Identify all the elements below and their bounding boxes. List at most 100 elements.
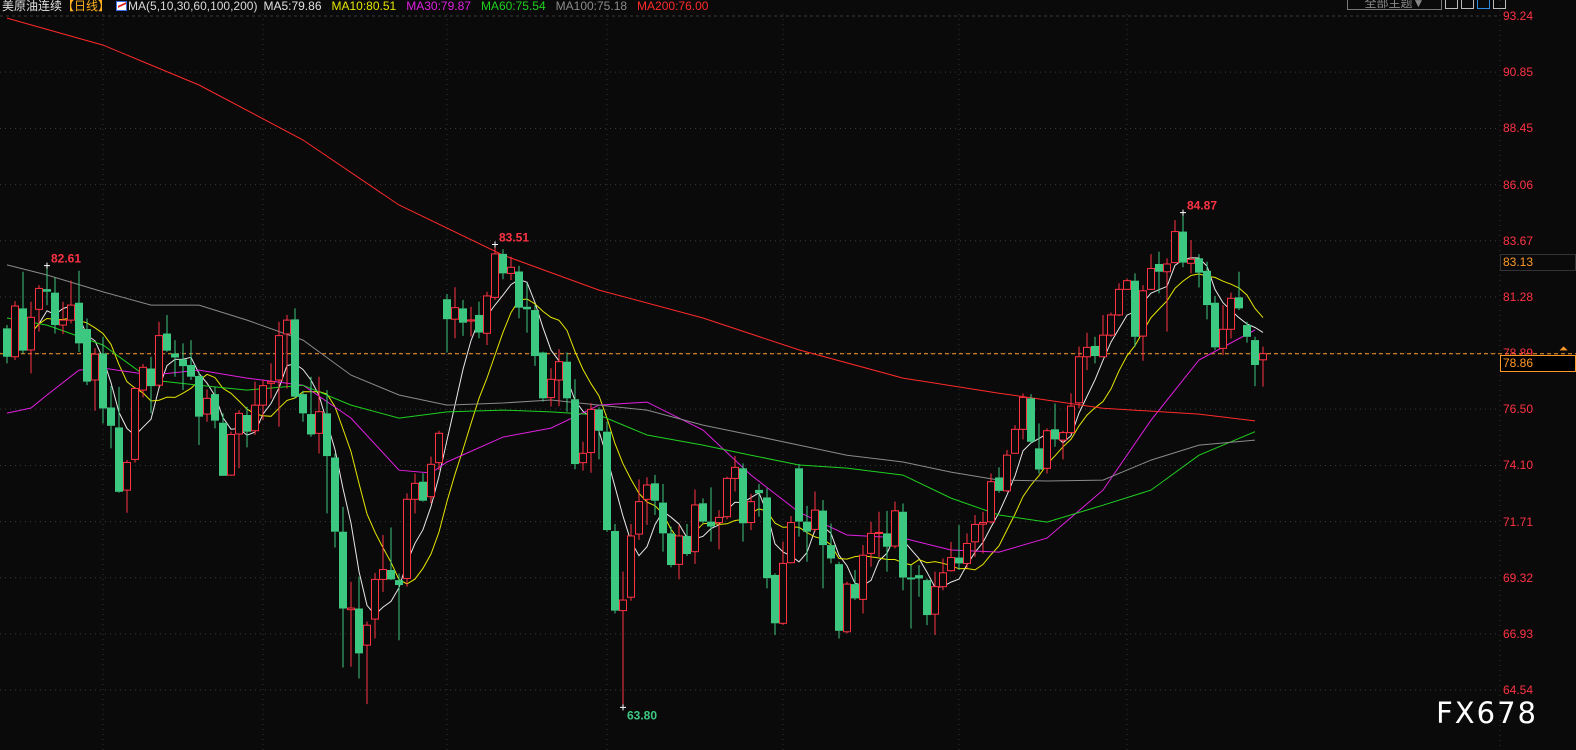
candle-body	[395, 580, 403, 586]
candle-body	[811, 509, 819, 530]
candle-body	[851, 584, 859, 599]
candle-body	[459, 308, 467, 323]
candle-up	[1115, 283, 1123, 317]
candle-body	[315, 411, 323, 434]
candle-body	[171, 353, 179, 358]
candle-body	[411, 482, 419, 500]
ma-legend-item: MA200:76.00	[637, 0, 709, 13]
theme-select-button[interactable]: 全部主题▼	[1347, 0, 1442, 10]
candle-body	[787, 522, 795, 564]
candle-body	[275, 335, 283, 381]
candle-up	[27, 301, 35, 374]
indicator-name[interactable]: MA(5,10,30,60,100,200)	[128, 0, 258, 13]
zoom-fit-icon[interactable]	[1461, 0, 1474, 9]
crosshair-icon[interactable]	[1445, 0, 1458, 9]
period-label[interactable]: 【日线】	[62, 0, 111, 13]
candle-up	[1067, 393, 1075, 435]
candle-down	[1027, 394, 1035, 444]
candle-down	[1195, 254, 1203, 288]
candle-body	[771, 574, 779, 624]
candle-down	[395, 573, 403, 641]
candle-body	[603, 431, 611, 531]
candle-body	[731, 466, 739, 479]
y-tick-label: 83.67	[1503, 233, 1534, 248]
candle-body	[219, 422, 227, 476]
candle-body	[539, 352, 547, 399]
indicator-icon[interactable]	[116, 1, 128, 11]
candle-body	[1187, 258, 1195, 264]
candle-down	[219, 413, 227, 477]
candle-up	[139, 364, 147, 398]
candle-body	[107, 407, 115, 426]
candle-body	[1091, 345, 1099, 357]
candle-up	[1163, 258, 1171, 332]
candle-body	[1003, 454, 1011, 492]
candle-body	[19, 308, 27, 351]
candle-body	[67, 304, 75, 321]
instrument-name: 美原油连续	[2, 0, 63, 13]
candle-down	[707, 487, 715, 542]
candle-body	[475, 314, 483, 333]
candle-down	[291, 308, 299, 399]
candle-up	[579, 441, 587, 471]
candle-up	[451, 287, 459, 339]
candle-up	[619, 571, 627, 708]
scroll-to-latest-icon[interactable]: ⏶	[1559, 343, 1568, 355]
y-tick-label: 64.54	[1503, 683, 1534, 697]
candle-body	[83, 329, 91, 382]
draw-tool-icon[interactable]	[1477, 0, 1490, 9]
candle-down	[827, 523, 835, 564]
extreme-marker	[492, 241, 498, 248]
candle-up	[203, 389, 211, 422]
candle-body	[995, 477, 1003, 491]
y-tick-label: 93.24	[1503, 9, 1534, 23]
candle-body	[987, 481, 995, 523]
y-tick-label: 90.85	[1503, 65, 1534, 80]
candle-up	[267, 363, 275, 399]
ma-legend-item: MA5:79.86	[263, 0, 322, 13]
last-price-box: 78.86	[1500, 355, 1576, 372]
candle-body	[1139, 290, 1147, 337]
candle-body	[75, 302, 83, 344]
candle-up	[483, 291, 491, 346]
pan-right-icon[interactable]	[1493, 0, 1506, 9]
candle-body	[1179, 231, 1187, 263]
candle-body	[131, 387, 139, 460]
candle-up	[1019, 393, 1027, 440]
candles	[3, 212, 1267, 708]
candle-body	[827, 545, 835, 559]
candle-body	[251, 404, 259, 432]
candle-body	[611, 531, 619, 611]
candle-down	[995, 467, 1003, 493]
candle-up	[1107, 312, 1115, 337]
candle-up	[507, 256, 515, 280]
candle-down	[531, 304, 539, 366]
candle-body	[499, 253, 507, 274]
candle-down	[923, 578, 931, 626]
grid	[0, 14, 1576, 750]
price-annotation: 83.51	[499, 231, 529, 245]
candle-body	[243, 414, 251, 432]
candle-body	[707, 521, 715, 527]
candle-down	[323, 390, 331, 514]
candle-body	[235, 412, 243, 435]
candle-up	[1139, 285, 1147, 361]
candle-down	[955, 525, 963, 570]
candle-down	[1251, 336, 1259, 387]
candle-body	[1251, 340, 1259, 365]
candle-body	[627, 535, 635, 598]
candle-body	[515, 271, 523, 308]
candle-up	[1227, 292, 1235, 339]
candle-body	[259, 385, 267, 406]
candle-body	[363, 624, 371, 646]
ma-legend-item: MA100:75.18	[555, 0, 628, 13]
candle-up	[555, 349, 563, 407]
y-tick-label: 69.32	[1503, 570, 1534, 585]
candle-body	[403, 498, 411, 579]
candle-down	[659, 484, 667, 552]
candle-body	[139, 366, 147, 391]
candle-down	[595, 407, 603, 460]
candle-body	[1083, 346, 1091, 358]
candle-body	[675, 535, 683, 565]
